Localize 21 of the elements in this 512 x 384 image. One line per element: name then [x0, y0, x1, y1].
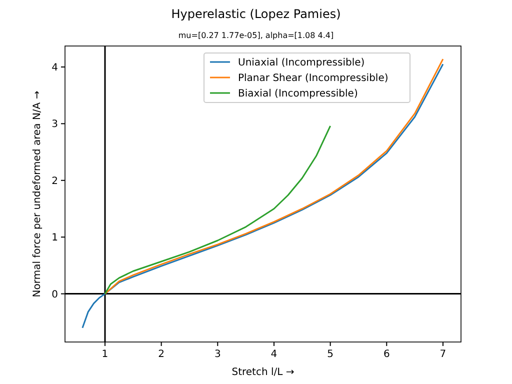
legend-label: Biaxial (Incompressible)	[238, 88, 358, 100]
line-series	[104, 58, 444, 295]
y-tick-label: 1	[52, 232, 58, 244]
x-tick-label: 3	[214, 349, 221, 360]
x-tick-label: 4	[270, 349, 278, 360]
chart-subtitle: mu=[0.27 1.77e-05], alpha=[1.08 4.4]	[178, 31, 334, 40]
x-tick-label: 7	[440, 349, 446, 360]
x-tick-label: 2	[158, 349, 165, 360]
chart-title: Hyperelastic (Lopez Pamies)	[171, 7, 341, 21]
x-axis-title: Stretch l/L →	[232, 367, 294, 378]
legend-label: Planar Shear (Incompressible)	[238, 73, 388, 84]
y-axis-title: Normal force per undeformed area N/A →	[32, 90, 43, 298]
x-tick-label: 5	[327, 349, 334, 360]
x-tick-label: 1	[102, 349, 108, 360]
legend-label: Uniaxial (Incompressible)	[238, 58, 365, 68]
y-tick-label: 2	[52, 176, 58, 187]
y-tick-label: 3	[52, 119, 58, 130]
y-tick-label: 4	[52, 62, 58, 74]
x-tick-label: 6	[383, 349, 390, 360]
y-tick-label: 0	[52, 289, 58, 300]
line-series	[104, 125, 332, 295]
